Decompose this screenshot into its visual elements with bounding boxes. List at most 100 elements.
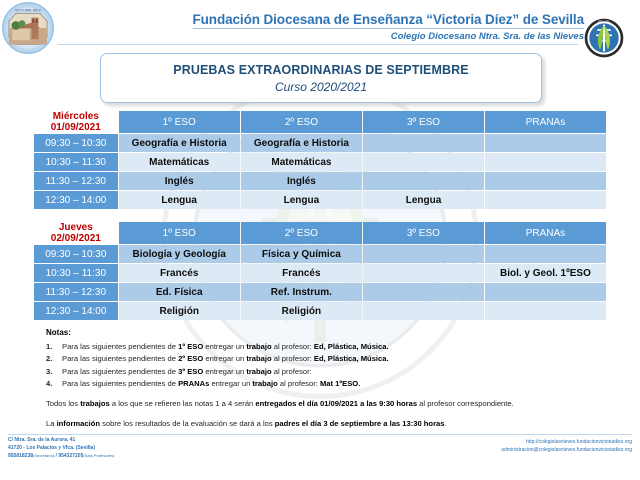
day-date: 02/09/2021 <box>50 233 101 244</box>
note-number: 2. <box>46 354 53 364</box>
table-header-row: Jueves 02/09/2021 1º ESO 2º ESO 3º ESO P… <box>34 222 606 244</box>
table-row: 12:30 – 14:00 Lengua Lengua Lengua <box>34 191 606 209</box>
address-street: C/ Ntra. Sra. de la Aurora, 41 <box>8 437 76 443</box>
school-emblem-icon: NTRA. SRA. <box>584 18 624 58</box>
exam-cell <box>363 153 484 171</box>
exam-cell: Ed. Física <box>118 283 240 301</box>
notes-heading: Notas: <box>46 328 71 337</box>
exam-cell: Religión <box>240 302 362 320</box>
table-row: 11:30 – 12:30 Ed. Física Ref. Instrum. <box>34 283 606 301</box>
column-header-1eso: 1º ESO <box>118 111 240 133</box>
day-name: Jueves <box>58 222 93 233</box>
footer-divider <box>8 434 632 435</box>
note-text: Para las siguientes pendientes de PRANAs… <box>62 379 361 389</box>
day-label-cell: Miércoles 01/09/2021 <box>34 111 118 133</box>
time-slot: 12:30 – 14:00 <box>34 302 118 320</box>
day-label-cell: Jueves 02/09/2021 <box>34 222 118 244</box>
page-title: PRUEBAS EXTRAORDINARIAS DE SEPTIEMBRE <box>173 62 469 77</box>
table-row: 12:30 – 14:00 Religión Religión <box>34 302 606 320</box>
exam-cell <box>362 264 484 282</box>
exam-cell <box>484 172 606 190</box>
time-slot: 11:30 – 12:30 <box>34 283 118 301</box>
column-header-1eso: 1º ESO <box>118 222 240 244</box>
exam-cell <box>362 245 484 263</box>
exam-cell <box>484 134 606 152</box>
note-item: 3. Para las siguientes pendientes de 3º … <box>46 366 594 378</box>
time-slot: 11:30 – 12:30 <box>34 172 118 190</box>
time-slot: 09:30 – 10:30 <box>34 134 118 152</box>
exam-cell <box>362 302 484 320</box>
table-row: 10:30 – 11:30 Francés Francés Biol. y Ge… <box>34 264 606 282</box>
svg-text:VICTORIA DÍEZ: VICTORIA DÍEZ <box>15 8 41 13</box>
phone-line: 955818238(Secretaría) / 954327205(Sala P… <box>8 453 115 459</box>
note-item: 4. Para las siguientes pendientes de PRA… <box>46 378 594 390</box>
exam-cell <box>484 283 606 301</box>
column-header-3eso: 3º ESO <box>363 111 484 133</box>
header-titles: Fundación Diocesana de Enseñanza “Victor… <box>192 12 585 42</box>
header-divider-1 <box>192 28 584 29</box>
exam-cell: Lengua <box>240 191 363 209</box>
exam-cell <box>484 191 606 209</box>
schedule-table-thursday: Jueves 02/09/2021 1º ESO 2º ESO 3º ESO P… <box>33 221 607 321</box>
day-date: 01/09/2021 <box>50 122 101 133</box>
exam-cell: Geografía e Historia <box>118 134 240 152</box>
svg-text:NTRA. SRA.: NTRA. SRA. <box>598 21 611 24</box>
page-header: VICTORIA DÍEZ Fundación Diocesana de Ens… <box>0 0 640 58</box>
diocesan-crest-icon: VICTORIA DÍEZ <box>2 2 54 54</box>
note-text: Para las siguientes pendientes de 1º ESO… <box>62 341 389 351</box>
note-number: 4. <box>46 379 53 389</box>
exam-cell: Francés <box>118 264 240 282</box>
page-subtitle: Curso 2020/2021 <box>274 79 368 94</box>
time-slot: 09:30 – 10:30 <box>34 245 118 263</box>
table-header-row: Miércoles 01/09/2021 1º ESO 2º ESO 3º ES… <box>34 111 606 133</box>
footer-address: C/ Ntra. Sra. de la Aurora, 41 41720 - L… <box>8 437 114 461</box>
exam-cell: Lengua <box>363 191 484 209</box>
document-title-box: PRUEBAS EXTRAORDINARIAS DE SEPTIEMBRE Cu… <box>100 53 542 103</box>
address-city: 41720 - Los Palacios y Vfca. (Sevilla) <box>8 444 95 451</box>
time-slot: 12:30 – 14:00 <box>34 191 118 209</box>
exam-cell: Lengua <box>118 191 240 209</box>
exam-cell: Matemáticas <box>118 153 240 171</box>
note-item: 1. Para las siguientes pendientes de 1º … <box>46 341 594 353</box>
exam-cell <box>484 302 606 320</box>
exam-cell: Francés <box>240 264 362 282</box>
footer-email-link[interactable]: administracion@colegiolasnieves.fundacio… <box>501 446 632 453</box>
column-header-pranas: PRANAs <box>484 111 606 133</box>
exam-cell: Inglés <box>240 172 363 190</box>
day-name: Miércoles <box>52 111 99 122</box>
note-item: 2. Para las siguientes pendientes de 2º … <box>46 353 594 365</box>
schedule-table-wednesday: Miércoles 01/09/2021 1º ESO 2º ESO 3º ES… <box>33 110 607 210</box>
exam-cell: Ref. Instrum. <box>240 283 362 301</box>
exam-cell: Física y Química <box>240 245 362 263</box>
note-text: Para las siguientes pendientes de 3º ESO… <box>62 366 312 376</box>
column-header-2eso: 2º ESO <box>240 111 363 133</box>
exam-cell: Biología y Geología <box>118 245 240 263</box>
note-text: Para las siguientes pendientes de 2º ESO… <box>62 354 389 364</box>
exam-cell: Inglés <box>118 172 240 190</box>
exam-cell <box>363 134 484 152</box>
exam-cell <box>363 172 484 190</box>
time-slot: 10:30 – 11:30 <box>34 264 118 282</box>
table-row: 11:30 – 12:30 Inglés Inglés <box>34 172 606 190</box>
footer-contact: http://colegiolasnieves.fundacionvictori… <box>501 439 632 454</box>
time-slot: 10:30 – 11:30 <box>34 153 118 171</box>
notes-section: Notas: 1. Para las siguientes pendientes… <box>46 327 594 429</box>
note-number: 3. <box>46 366 53 376</box>
note-number: 1. <box>46 341 53 351</box>
table-row: 09:30 – 10:30 Biología y Geología Física… <box>34 245 606 263</box>
exam-cell: Biol. y Geol. 1ºESO <box>484 264 606 282</box>
column-header-2eso: 2º ESO <box>240 222 362 244</box>
exam-cell: Matemáticas <box>240 153 363 171</box>
exam-cell: Religión <box>118 302 240 320</box>
exam-cell <box>484 153 606 171</box>
organization-name: Fundación Diocesana de Enseñanza “Victor… <box>192 12 585 27</box>
paragraph-delivery: Todos los trabajos a los que se refieren… <box>46 398 514 408</box>
table-row: 09:30 – 10:30 Geografía e Historia Geogr… <box>34 134 606 152</box>
table-row: 10:30 – 11:30 Matemáticas Matemáticas <box>34 153 606 171</box>
exam-cell <box>362 283 484 301</box>
paragraph-results: La información sobre los resultados de l… <box>46 418 447 428</box>
school-name: Colegio Diocesano Ntra. Sra. de las Niev… <box>390 31 584 42</box>
footer-website-link[interactable]: http://colegiolasnieves.fundacionvictori… <box>526 439 632 445</box>
exam-cell: Geografía e Historia <box>240 134 363 152</box>
header-divider-2 <box>58 44 578 45</box>
